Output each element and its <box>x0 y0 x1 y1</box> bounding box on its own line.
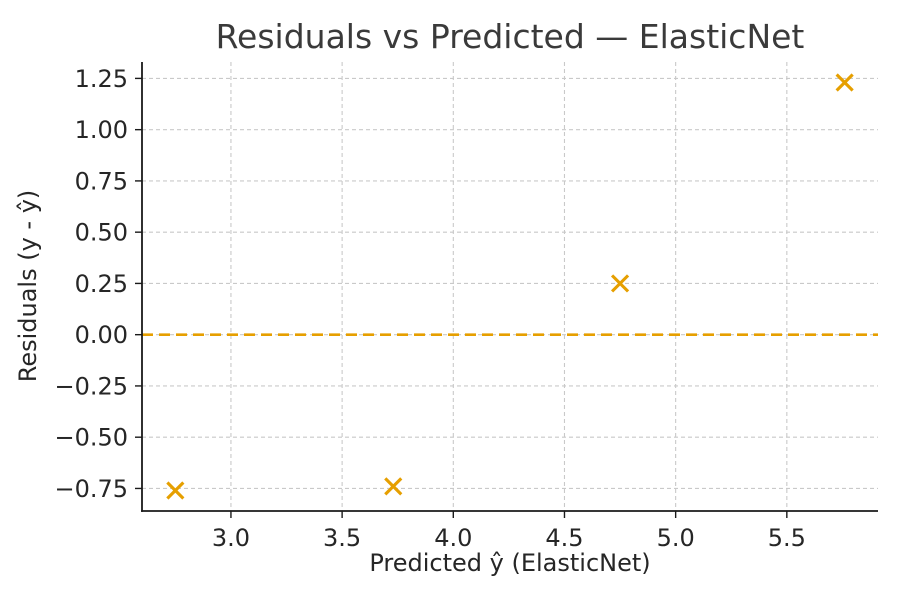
x-tick-label: 4.5 <box>545 524 583 552</box>
x-tick-label: 5.5 <box>768 524 806 552</box>
y-axis-label: Residuals (y - ŷ) <box>14 190 42 383</box>
data-point-marker <box>166 481 185 500</box>
data-points <box>166 73 854 500</box>
y-tick-label: 1.25 <box>75 65 128 93</box>
y-tick-label: 0.75 <box>75 167 128 195</box>
x-marker-stroke <box>610 274 630 293</box>
data-point-marker <box>835 73 854 92</box>
x-axis-label: Predicted ŷ (ElasticNet) <box>369 549 650 577</box>
x-tick-label: 5.0 <box>657 524 695 552</box>
x-marker-stroke <box>835 73 854 92</box>
axes-spines-and-ticks <box>135 62 878 518</box>
y-tick-label: 0.25 <box>75 270 128 298</box>
chart-title: Residuals vs Predicted — ElasticNet <box>216 17 805 56</box>
y-tick-label: −0.25 <box>54 372 128 400</box>
x-marker-stroke <box>166 481 185 500</box>
y-tick-label: −0.50 <box>54 424 128 452</box>
y-tick-label: −0.75 <box>54 475 128 503</box>
gridlines <box>142 62 878 511</box>
data-point-marker <box>384 477 403 496</box>
y-tick-label: 0.50 <box>75 219 128 247</box>
x-tick-label: 3.0 <box>212 524 250 552</box>
x-marker-stroke <box>384 477 403 496</box>
x-tick-label: 3.5 <box>323 524 361 552</box>
tick-labels: 3.0 3.5 4.0 4.5 5.0 5.5 −0.75 −0.50 −0.25 0.00 0.2… <box>54 65 805 552</box>
data-point-marker <box>610 274 630 293</box>
y-tick-label: 1.00 <box>75 116 128 144</box>
x-tick-label: 4.0 <box>434 524 472 552</box>
y-tick-label: 0.00 <box>75 321 128 349</box>
